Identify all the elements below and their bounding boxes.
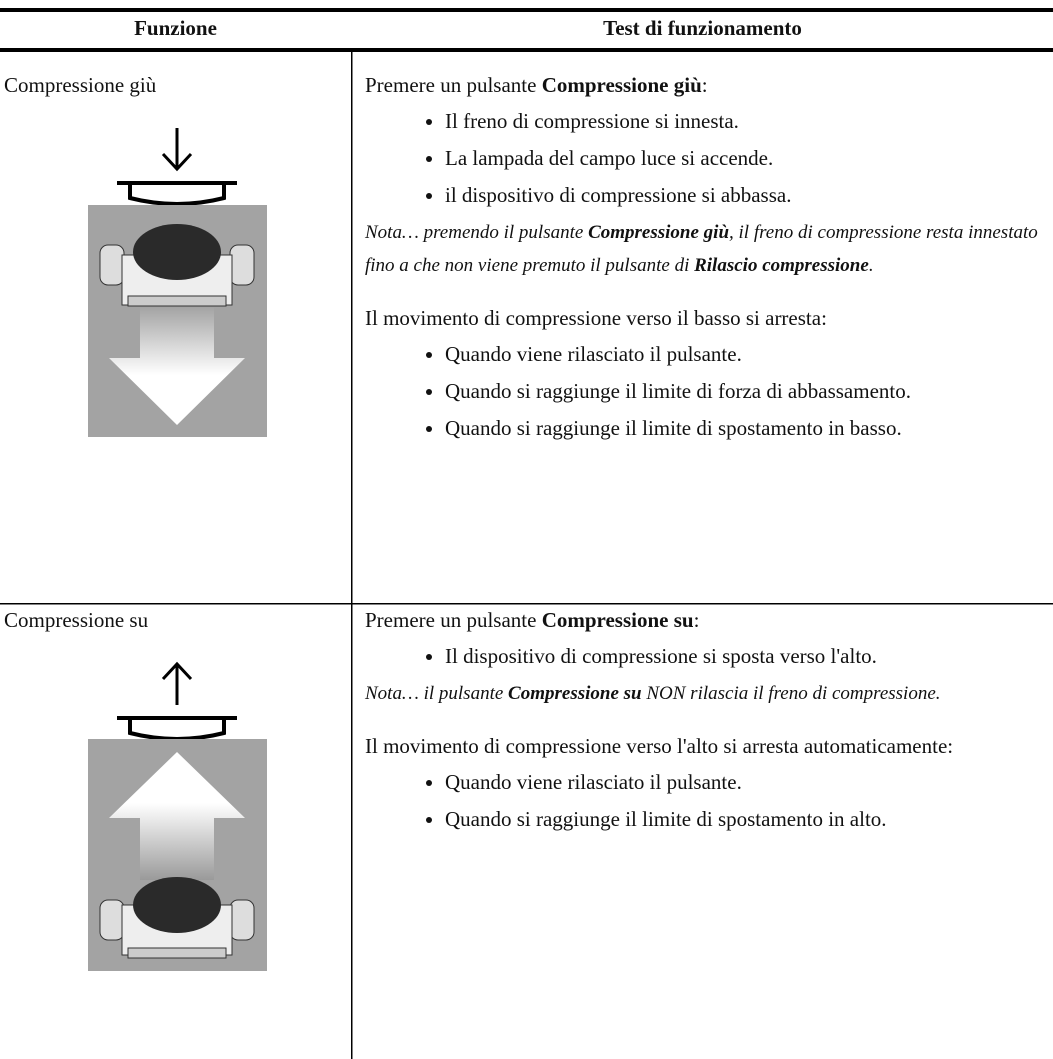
- text-run: NON rilascia il freno di compressione.: [641, 683, 941, 704]
- stop-intro: Il movimento di compressione verso il ba…: [365, 306, 827, 330]
- note: Nota… il pulsante Compressione su NON ri…: [365, 677, 1047, 710]
- test-cell: Premere un pulsante Compressione su:Il d…: [365, 604, 1047, 840]
- text-run: Rilascio compressione: [694, 255, 869, 276]
- bullet-list: Quando viene rilasciato il pulsante. Quan…: [365, 338, 1047, 445]
- bullet-list: Il freno di compressione si innesta. La l…: [365, 105, 1047, 212]
- compression-down-icon: [88, 128, 267, 437]
- text-run: Nota… premendo il pulsante: [365, 222, 589, 243]
- bullet: il dispositivo di compressione si abbass…: [445, 179, 1047, 212]
- text-run: :: [701, 73, 708, 97]
- text-run: Premere un pulsante: [365, 73, 542, 97]
- bullet: La lampada del campo luce si accende.: [445, 142, 1047, 175]
- text-run: Premere un pulsante: [365, 608, 542, 632]
- text-run: :: [693, 608, 700, 632]
- text-run: Compressione giù: [588, 222, 730, 243]
- intro: Premere un pulsante Compressione su:: [365, 604, 1047, 637]
- bullet: Quando si raggiunge il limite di forza d…: [445, 375, 1047, 408]
- bullet: Quando viene rilasciato il pulsante.: [445, 338, 1047, 371]
- bullet: Il dispositivo di compressione si sposta…: [445, 640, 1047, 673]
- header-cell: Funzione: [134, 16, 217, 40]
- bullet: Quando si raggiunge il limite di spostam…: [445, 803, 1047, 836]
- text-run: Compressione su: [508, 683, 642, 704]
- note: Nota… premendo il pulsante Compressione …: [365, 216, 1047, 282]
- text-run: Compressione giù: [541, 73, 702, 97]
- bullet-list: Il dispositivo di compressione si sposta…: [365, 640, 1047, 673]
- compression-up-icon: [88, 661, 267, 971]
- test-cell: Premere un pulsante Compressione giù:Il …: [365, 69, 1047, 449]
- header-cell: Test di funzionamento: [603, 16, 802, 40]
- text-run: Nota… il pulsante: [365, 683, 509, 704]
- text-run: Compressione su: [541, 608, 694, 632]
- bullet-list: Quando viene rilasciato il pulsante. Quan…: [365, 766, 1047, 836]
- function-name: Compressione su: [4, 608, 149, 632]
- text-run: , il freno di compressione resta innesta…: [365, 222, 1043, 276]
- bullet: Il freno di compressione si innesta.: [445, 105, 1047, 138]
- text-run: .: [868, 255, 874, 276]
- bullet: Quando si raggiunge il limite di spostam…: [445, 412, 1047, 445]
- stop-intro: Il movimento di compressione verso l'alt…: [365, 734, 954, 758]
- bullet: Quando viene rilasciato il pulsante.: [445, 766, 1047, 799]
- function-name: Compressione giù: [4, 73, 157, 97]
- intro: Premere un pulsante Compressione giù:: [365, 69, 1047, 102]
